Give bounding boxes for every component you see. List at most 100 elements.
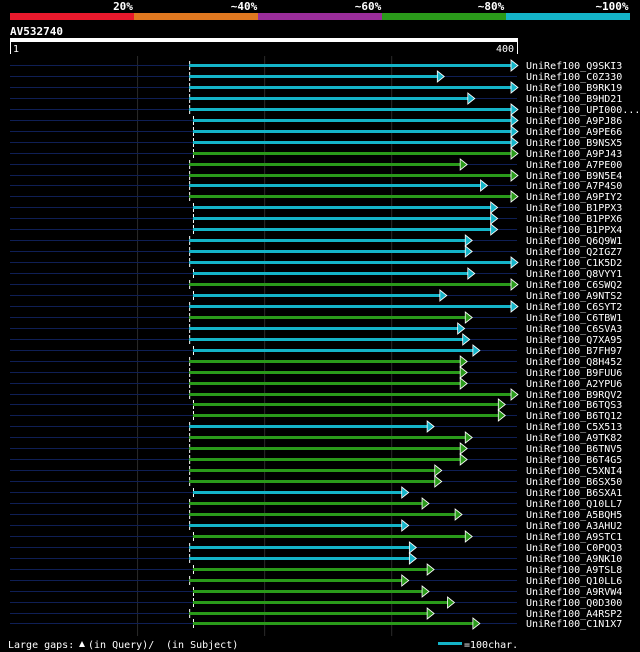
hit-row[interactable]: UniRef100_Q7XA95 [10,333,622,346]
hit-row[interactable]: UniRef100_B6TNV5 [10,442,622,455]
hit-label[interactable]: UniRef100_B1PPX4 [526,225,622,236]
hit-label[interactable]: UniRef100_B6SXA1 [526,488,622,499]
hit-row[interactable]: UniRef100_UPI000... [10,103,640,116]
hit-row[interactable]: UniRef100_C0PQQ3 [10,541,622,554]
hit-row[interactable]: UniRef100_A9TSL8 [10,563,622,576]
hit-row[interactable]: UniRef100_A9NTS2 [10,289,622,302]
hit-row[interactable]: UniRef100_Q10LL7 [10,497,622,510]
hit-row[interactable]: UniRef100_B9N5E4 [10,169,622,182]
hit-label[interactable]: UniRef100_A9RVW4 [526,587,622,598]
hit-label[interactable]: UniRef100_Q9SKI3 [526,61,622,72]
hit-row[interactable]: UniRef100_A9NK10 [10,552,622,565]
hit-label[interactable]: UniRef100_B6TQS3 [526,400,622,411]
hit-row[interactable]: UniRef100_A4RSP2 [10,607,622,620]
hit-label[interactable]: UniRef100_A9NK10 [526,554,622,565]
hit-row[interactable]: UniRef100_B9NSX5 [10,136,622,149]
hit-row[interactable]: UniRef100_B9FUU6 [10,366,622,379]
hit-label[interactable]: UniRef100_Q6Q9W1 [526,236,622,247]
hit-label[interactable]: UniRef100_C6SVA3 [526,324,622,335]
hit-row[interactable]: UniRef100_B7FH97 [10,344,622,357]
hit-row[interactable]: UniRef100_A7P4S0 [10,179,622,192]
hit-label[interactable]: UniRef100_Q8H452 [526,357,622,368]
hit-label[interactable]: UniRef100_C6SWQ2 [526,280,622,291]
hit-label[interactable]: UniRef100_Q10LL7 [526,499,622,510]
hit-label[interactable]: UniRef100_B9N5E4 [526,171,622,182]
hit-label[interactable]: UniRef100_C5X513 [526,422,622,433]
hit-row[interactable]: UniRef100_B6SXA1 [10,486,622,499]
hit-row[interactable]: UniRef100_B9RQV2 [10,388,622,401]
hit-row[interactable]: UniRef100_A3AHU2 [10,519,622,532]
hit-label[interactable]: UniRef100_C6SYT2 [526,302,622,313]
hit-row[interactable]: UniRef100_C6SWQ2 [10,278,622,291]
hit-label[interactable]: UniRef100_B1PPX6 [526,214,622,225]
hit-row[interactable]: UniRef100_B9RK19 [10,81,622,94]
hit-label[interactable]: UniRef100_B9FUU6 [526,368,622,379]
hit-label[interactable]: UniRef100_Q8VYY1 [526,269,622,280]
hit-label[interactable]: UniRef100_A9STC1 [526,532,622,543]
hit-label[interactable]: UniRef100_A9TK82 [526,433,622,444]
hit-row[interactable]: UniRef100_B6TQS3 [10,398,622,411]
hit-row[interactable]: UniRef100_B1PPX4 [10,223,622,236]
hit-row[interactable]: UniRef100_B1PPX6 [10,212,622,225]
hit-row[interactable]: UniRef100_B9HD21 [10,92,622,105]
hit-row[interactable]: UniRef100_A9PJ86 [10,114,622,127]
hit-label[interactable]: UniRef100_A9PE66 [526,127,622,138]
hit-label[interactable]: UniRef100_A9TSL8 [526,565,622,576]
hit-label[interactable]: UniRef100_A5BQH5 [526,510,622,521]
hit-label[interactable]: UniRef100_A3AHU2 [526,521,622,532]
hit-label[interactable]: UniRef100_C5XNI4 [526,466,622,477]
hit-row[interactable]: UniRef100_A9PIY2 [10,190,622,203]
hit-row[interactable]: UniRef100_C1K5D2 [10,256,622,269]
hit-label[interactable]: UniRef100_B6TQ12 [526,411,622,422]
hit-row[interactable]: UniRef100_B1PPX3 [10,201,622,214]
hit-label[interactable]: UniRef100_B9NSX5 [526,138,622,149]
hit-label[interactable]: UniRef100_A2YPU6 [526,379,622,390]
hit-row[interactable]: UniRef100_C0Z330 [10,70,622,83]
hit-label[interactable]: UniRef100_Q0D300 [526,598,622,609]
hit-row[interactable]: UniRef100_B6SX50 [10,475,622,488]
hit-row[interactable]: UniRef100_C5X513 [10,420,622,433]
hit-row[interactable]: UniRef100_A9PE66 [10,125,622,138]
hit-label[interactable]: UniRef100_C0PQQ3 [526,543,622,554]
hit-row[interactable]: UniRef100_C6SVA3 [10,322,622,335]
hit-row[interactable]: UniRef100_A9PJ43 [10,147,622,160]
hit-label[interactable]: UniRef100_C1K5D2 [526,258,622,269]
hit-label[interactable]: UniRef100_B1PPX3 [526,203,622,214]
hit-row[interactable]: UniRef100_A5BQH5 [10,508,622,521]
hit-row[interactable]: UniRef100_Q6Q9W1 [10,234,622,247]
hit-row[interactable]: UniRef100_Q10LL6 [10,574,622,587]
hit-label[interactable]: UniRef100_B6SX50 [526,477,622,488]
hit-label[interactable]: UniRef100_B6T4G5 [526,455,622,466]
hit-label[interactable]: UniRef100_Q7XA95 [526,335,622,346]
hit-label[interactable]: UniRef100_Q10LL6 [526,576,622,587]
hit-label[interactable]: UniRef100_Q2IGZ7 [526,247,622,258]
hit-label[interactable]: UniRef100_B7FH97 [526,346,622,357]
hit-row[interactable]: UniRef100_Q8H452 [10,355,622,368]
hit-label[interactable]: UniRef100_C1N1X7 [526,619,622,630]
hit-row[interactable]: UniRef100_A9RVW4 [10,585,622,598]
hit-label[interactable]: UniRef100_A9PIY2 [526,192,622,203]
hit-row[interactable]: UniRef100_C6TBW1 [10,311,622,324]
hit-row[interactable]: UniRef100_B6TQ12 [10,409,622,422]
hit-label[interactable]: UniRef100_B9HD21 [526,94,622,105]
hit-row[interactable]: UniRef100_A2YPU6 [10,377,622,390]
hit-label[interactable]: UniRef100_UPI000... [526,105,640,116]
hit-row[interactable]: UniRef100_A9STC1 [10,530,622,543]
hit-label[interactable]: UniRef100_C0Z330 [526,72,622,83]
hit-label[interactable]: UniRef100_A4RSP2 [526,609,622,620]
hit-row[interactable]: UniRef100_Q9SKI3 [10,59,622,72]
hit-label[interactable]: UniRef100_B9RQV2 [526,390,622,401]
hit-row[interactable]: UniRef100_C1N1X7 [10,617,622,630]
hit-label[interactable]: UniRef100_A9PJ86 [526,116,622,127]
hit-label[interactable]: UniRef100_A9PJ43 [526,149,622,160]
hit-row[interactable]: UniRef100_C6SYT2 [10,300,622,313]
hit-label[interactable]: UniRef100_B6TNV5 [526,444,622,455]
hit-label[interactable]: UniRef100_A9NTS2 [526,291,622,302]
hit-row[interactable]: UniRef100_Q8VYY1 [10,267,622,280]
hit-label[interactable]: UniRef100_A7P4S0 [526,181,622,192]
hit-row[interactable]: UniRef100_Q0D300 [10,596,622,609]
hit-label[interactable]: UniRef100_B9RK19 [526,83,622,94]
hit-row[interactable]: UniRef100_Q2IGZ7 [10,245,622,258]
hit-row[interactable]: UniRef100_B6T4G5 [10,453,622,466]
hit-label[interactable]: UniRef100_C6TBW1 [526,313,622,324]
